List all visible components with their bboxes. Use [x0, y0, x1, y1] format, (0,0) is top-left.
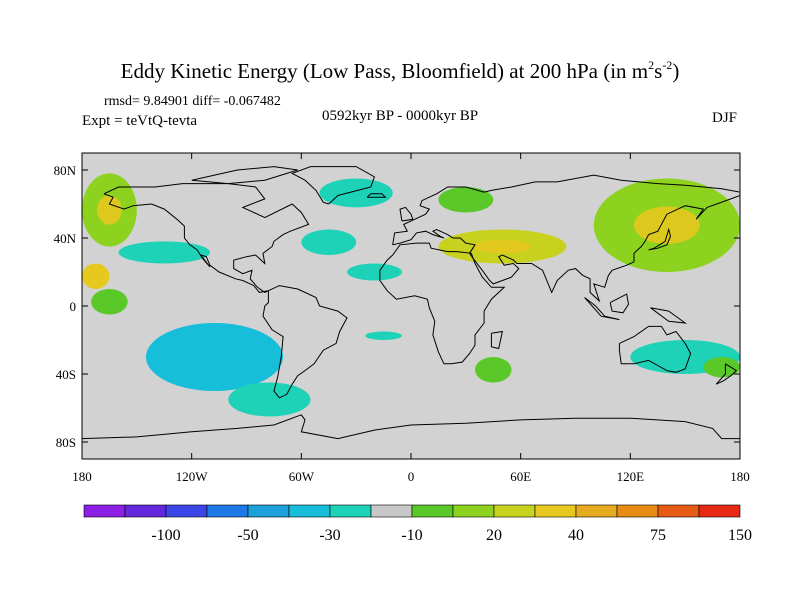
colorbar-swatch	[83, 504, 126, 518]
coastline-north-america	[103, 183, 310, 293]
field-core-1	[89, 271, 102, 282]
coastline-eurasia	[392, 174, 740, 303]
x-tick-label: 60E	[510, 469, 531, 484]
field-core-11	[633, 206, 700, 244]
colorbar-label: 150	[728, 527, 752, 544]
coastline-layer	[82, 166, 740, 440]
colorbar-label: -50	[237, 527, 258, 544]
colorbar-swatch	[493, 504, 536, 518]
colorbar-swatch	[370, 504, 413, 518]
coastline-australia	[618, 325, 692, 373]
colorbar-label: -100	[151, 527, 180, 544]
colorbar-swatch	[452, 504, 495, 518]
coastline-antarctica	[82, 414, 740, 440]
rmsd-diff-stats: rmsd= 9.84901 diff= -0.067482	[104, 94, 281, 109]
colorbar-swatch	[534, 504, 577, 518]
anomaly-field-layer	[82, 173, 740, 417]
coastline-greenland	[290, 166, 376, 205]
coastline-british-isles	[399, 206, 414, 222]
chart-title: Eddy Kinetic Energy (Low Pass, Bloomfiel…	[120, 58, 680, 83]
field-region-4	[145, 323, 284, 391]
coastline-new-zealand	[715, 363, 738, 385]
x-tick-label: 120W	[176, 469, 209, 484]
x-tick-label: 60W	[289, 469, 315, 484]
field-region-7	[319, 178, 393, 208]
y-tick-label: 0	[70, 299, 77, 314]
field-region-2	[118, 241, 210, 264]
field-region-13	[474, 357, 512, 383]
y-tick-label: 40S	[56, 367, 76, 382]
field-core-0	[97, 195, 122, 225]
coastline-new-guinea	[650, 307, 688, 324]
coastline-africa	[379, 242, 506, 365]
colorbar-swatch	[616, 504, 659, 518]
colorbar-swatch	[657, 504, 700, 518]
field-region-5	[228, 382, 311, 417]
colorbar-swatch	[165, 504, 208, 518]
experiment-label: Expt = teVtQ-tevta	[82, 113, 198, 129]
coastline-madagascar	[490, 330, 504, 350]
x-tick-label: 120E	[617, 469, 645, 484]
x-tick-label: 180	[72, 469, 92, 484]
colorbar-label: 40	[568, 527, 584, 544]
colorbar-swatch	[698, 504, 741, 518]
field-region-12	[365, 331, 402, 340]
coastline-japan	[648, 227, 672, 251]
colorbar-label: 20	[486, 527, 502, 544]
period-label: 0592kyr BP - 0000kyr BP	[322, 108, 479, 124]
colorbar: -100 -50 -30 -10 20 40 75 150	[83, 504, 752, 544]
y-tick-label: 40N	[54, 231, 77, 246]
field-region-6	[301, 229, 357, 255]
season-label: DJF	[712, 110, 738, 126]
map-axes: 180 120W 60W 0 60E 120E 180 80N 40N 0 40S 80S	[54, 153, 750, 484]
field-core-9	[473, 239, 532, 254]
colorbar-label: 75	[650, 527, 666, 544]
coastline-sumatra-java	[584, 297, 620, 321]
colorbar-swatch	[288, 504, 331, 518]
colorbar-swatch	[206, 504, 249, 518]
field-region-8	[347, 263, 402, 281]
colorbar-swatch	[411, 504, 454, 518]
colorbar-label: -10	[401, 527, 422, 544]
coastline-south-america	[262, 285, 348, 399]
field-region-3	[91, 289, 128, 315]
y-tick-label: 80N	[54, 163, 77, 178]
x-tick-label: 180	[730, 469, 750, 484]
colorbar-label: -30	[319, 527, 340, 544]
field-region-15	[703, 357, 740, 378]
colorbar-swatch	[124, 504, 167, 518]
coastline-iceland	[366, 193, 387, 198]
coastline-borneo	[609, 293, 630, 314]
x-tick-label: 0	[408, 469, 415, 484]
y-tick-label: 80S	[56, 435, 76, 450]
field-region-10	[438, 187, 494, 213]
colorbar-swatch	[329, 504, 372, 518]
coastline-arctic-islands	[191, 166, 298, 185]
colorbar-swatch	[247, 504, 290, 518]
colorbar-swatch	[575, 504, 618, 518]
